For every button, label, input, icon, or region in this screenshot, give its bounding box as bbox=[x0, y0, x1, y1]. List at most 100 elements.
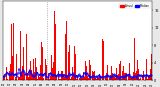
Point bbox=[97, 75, 100, 76]
Point bbox=[99, 76, 102, 77]
Point bbox=[27, 73, 29, 75]
Point bbox=[3, 75, 6, 77]
Point bbox=[143, 75, 145, 76]
Point bbox=[37, 74, 40, 75]
Point bbox=[124, 75, 126, 76]
Point bbox=[63, 74, 66, 76]
Point bbox=[10, 72, 13, 74]
Point bbox=[72, 74, 75, 76]
Point bbox=[75, 75, 78, 77]
Point bbox=[50, 73, 52, 74]
Point bbox=[21, 71, 23, 72]
Point bbox=[133, 75, 136, 77]
Point bbox=[88, 76, 90, 77]
Point bbox=[147, 75, 149, 77]
Point bbox=[141, 75, 144, 77]
Point bbox=[85, 73, 87, 74]
Point bbox=[119, 77, 121, 78]
Point bbox=[22, 69, 24, 71]
Point bbox=[8, 74, 11, 75]
Point bbox=[104, 75, 107, 77]
Point bbox=[47, 76, 49, 77]
Point bbox=[98, 74, 101, 76]
Point bbox=[42, 73, 45, 75]
Point bbox=[144, 74, 147, 76]
Point bbox=[137, 74, 140, 75]
Point bbox=[89, 76, 91, 78]
Point bbox=[82, 75, 84, 76]
Point bbox=[70, 74, 73, 75]
Point bbox=[33, 75, 36, 77]
Point bbox=[18, 68, 20, 70]
Point bbox=[76, 75, 79, 77]
Point bbox=[140, 75, 143, 77]
Point bbox=[16, 75, 18, 76]
Point bbox=[144, 75, 146, 77]
Point bbox=[115, 76, 117, 77]
Point bbox=[44, 75, 47, 76]
Point bbox=[114, 75, 116, 76]
Point bbox=[39, 74, 42, 75]
Point bbox=[108, 76, 111, 77]
Point bbox=[80, 76, 83, 77]
Point bbox=[56, 74, 58, 76]
Point bbox=[26, 73, 28, 75]
Point bbox=[57, 73, 59, 75]
Point bbox=[103, 76, 106, 77]
Point bbox=[129, 75, 132, 77]
Point bbox=[125, 74, 128, 75]
Point bbox=[9, 74, 12, 75]
Point bbox=[40, 74, 43, 75]
Point bbox=[38, 73, 41, 75]
Point bbox=[134, 76, 137, 77]
Point bbox=[77, 74, 80, 75]
Point bbox=[19, 72, 21, 74]
Point bbox=[117, 76, 119, 78]
Point bbox=[48, 73, 51, 74]
Point bbox=[139, 74, 142, 76]
Point bbox=[43, 72, 46, 74]
Legend: Actual, Median: Actual, Median bbox=[119, 3, 151, 8]
Point bbox=[102, 76, 105, 77]
Point bbox=[135, 77, 138, 78]
Point bbox=[55, 76, 57, 77]
Point bbox=[41, 75, 44, 76]
Point bbox=[109, 76, 112, 78]
Point bbox=[34, 74, 37, 76]
Point bbox=[94, 76, 96, 77]
Point bbox=[5, 73, 8, 74]
Point bbox=[32, 76, 35, 77]
Point bbox=[149, 74, 151, 76]
Point bbox=[84, 73, 86, 74]
Point bbox=[106, 75, 109, 76]
Point bbox=[28, 70, 30, 71]
Point bbox=[54, 74, 56, 76]
Point bbox=[67, 74, 70, 75]
Point bbox=[73, 76, 76, 77]
Point bbox=[62, 75, 64, 76]
Point bbox=[100, 76, 103, 77]
Point bbox=[16, 72, 19, 73]
Point bbox=[120, 76, 122, 78]
Point bbox=[112, 74, 115, 75]
Point bbox=[58, 76, 60, 77]
Point bbox=[131, 76, 134, 78]
Point bbox=[138, 75, 141, 77]
Point bbox=[59, 74, 61, 76]
Point bbox=[95, 76, 98, 77]
Point bbox=[52, 74, 54, 76]
Point bbox=[65, 75, 68, 77]
Point bbox=[66, 76, 69, 77]
Point bbox=[150, 75, 152, 76]
Point bbox=[136, 74, 139, 76]
Point bbox=[93, 75, 96, 77]
Point bbox=[31, 74, 34, 76]
Point bbox=[7, 73, 10, 75]
Point bbox=[83, 72, 85, 74]
Point bbox=[112, 74, 114, 76]
Point bbox=[13, 74, 16, 75]
Point bbox=[60, 74, 62, 75]
Point bbox=[101, 76, 104, 78]
Point bbox=[11, 73, 14, 75]
Point bbox=[4, 74, 7, 75]
